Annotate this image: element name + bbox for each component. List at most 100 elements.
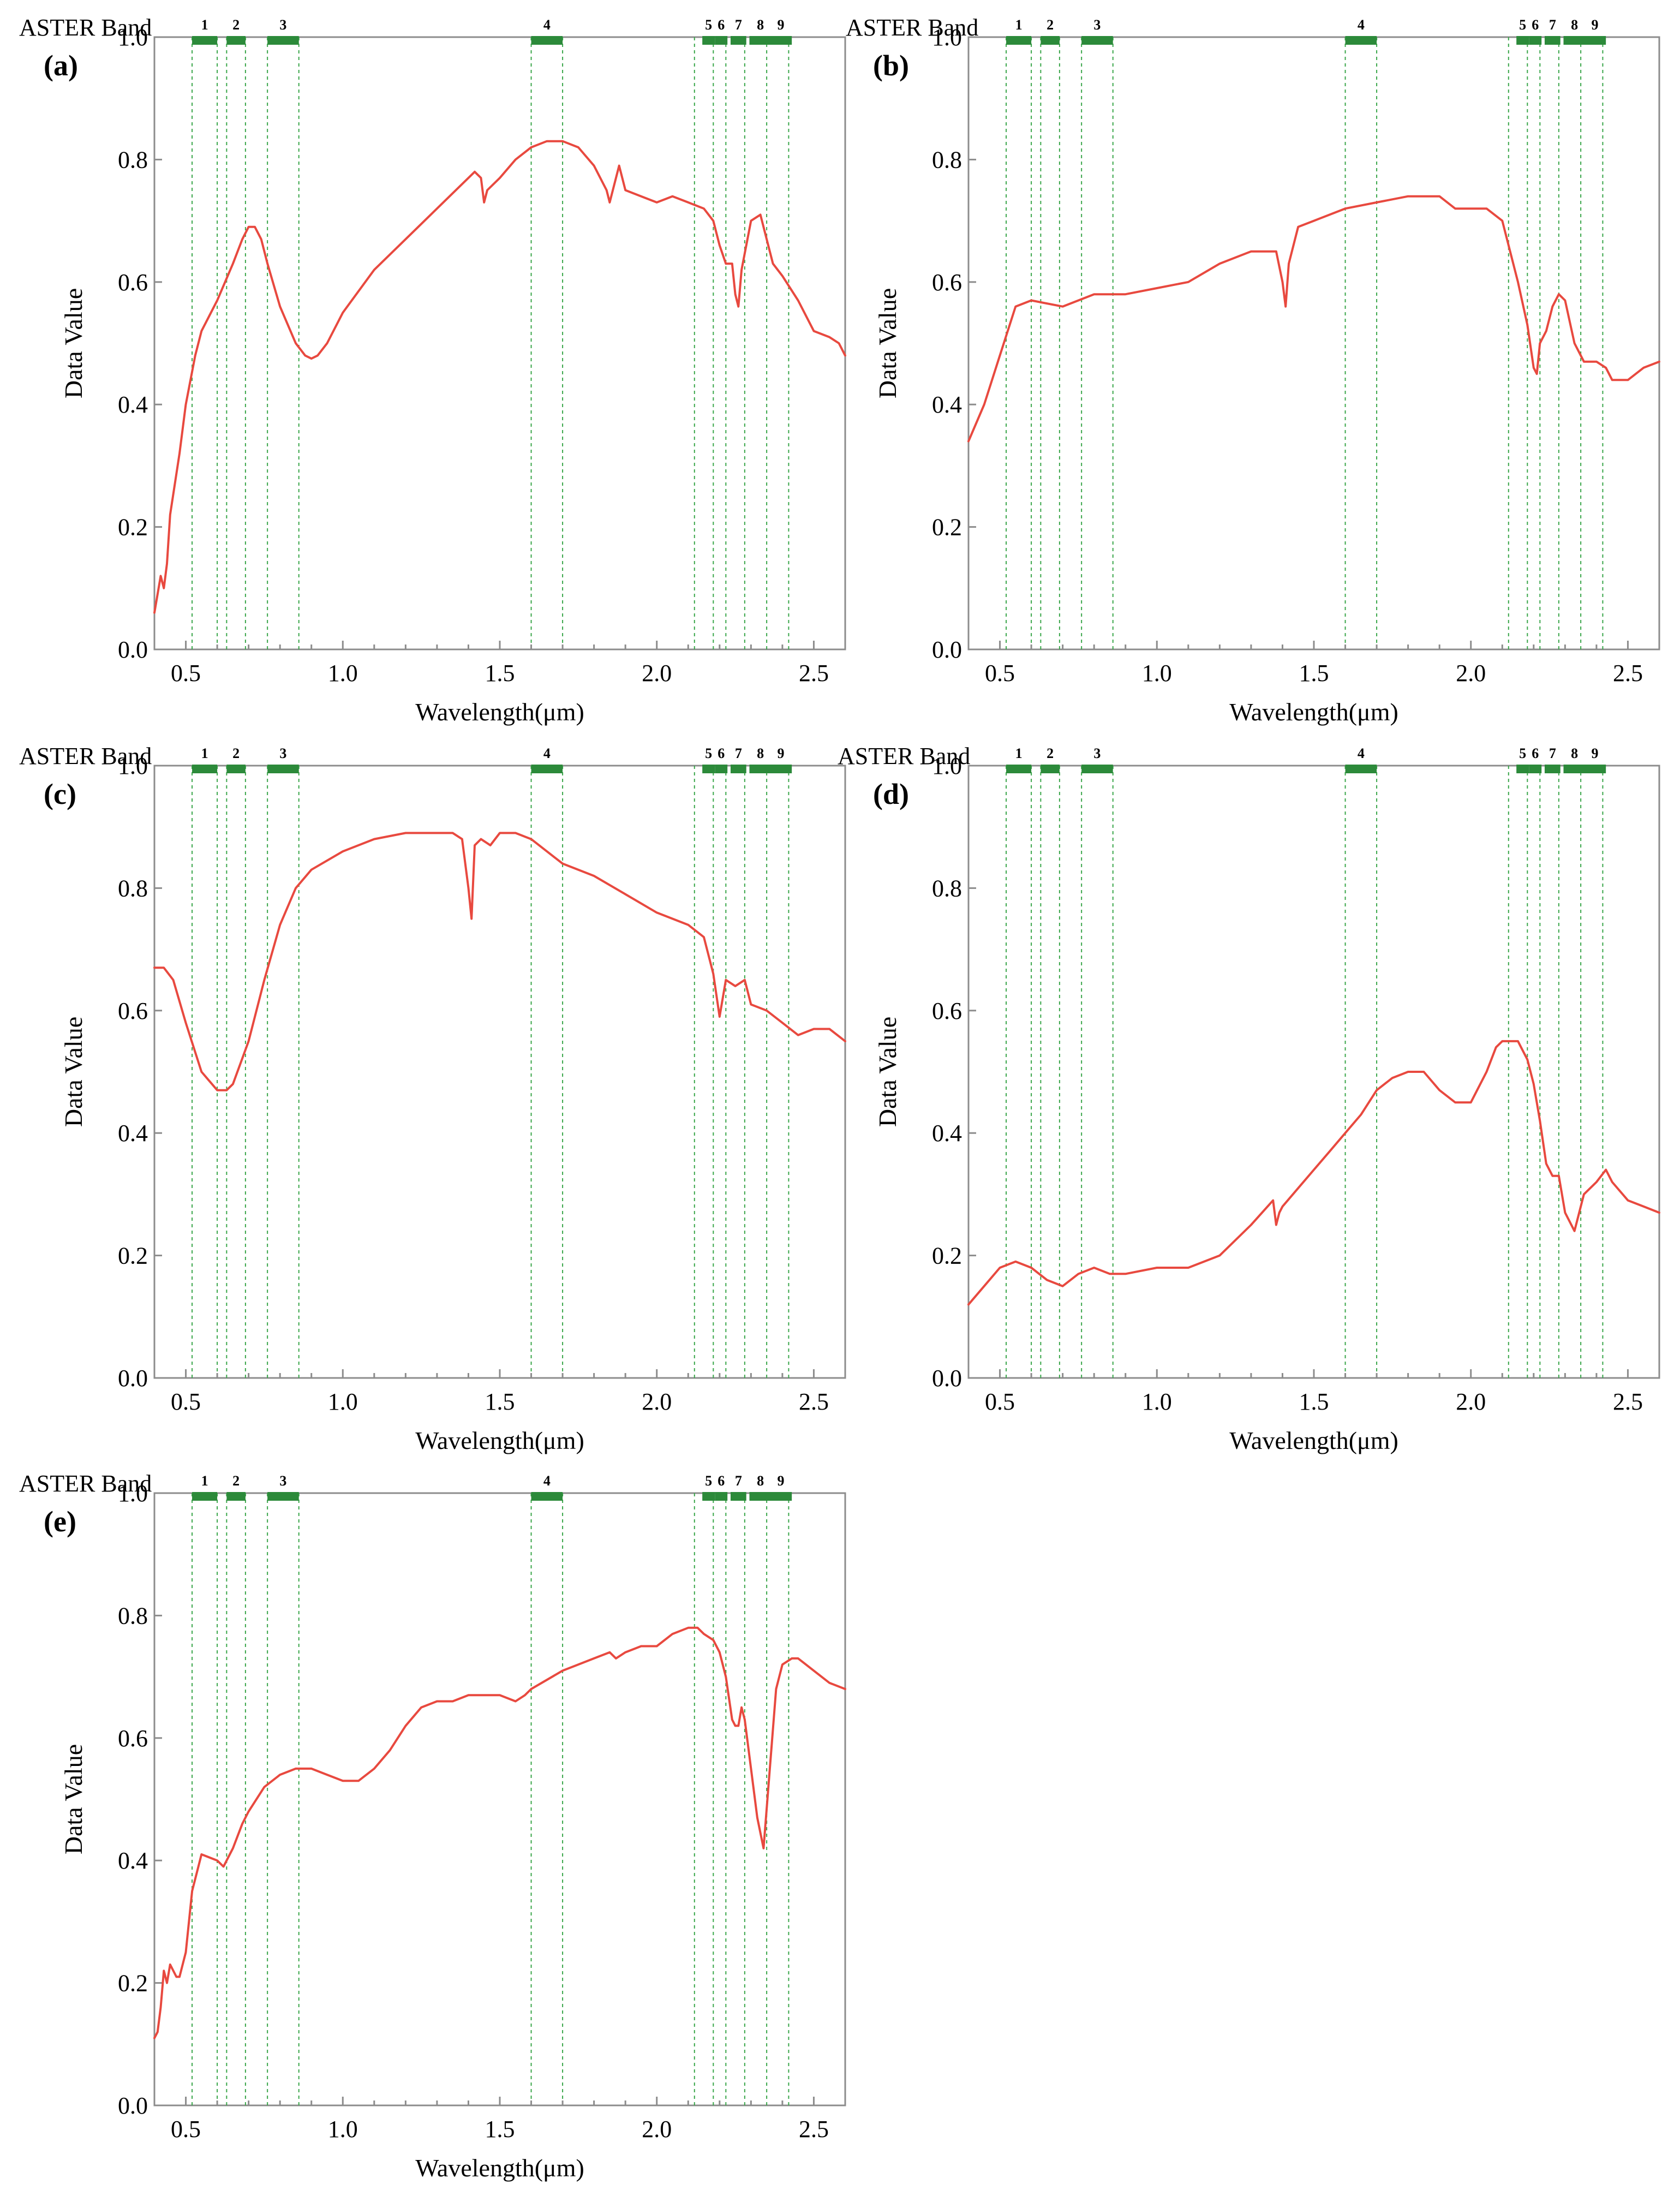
spectrum-line: [153, 140, 846, 614]
y-tick-label: 0.4: [932, 391, 962, 418]
x-tick-label: 2.5: [799, 660, 829, 687]
x-tick-label: 2.5: [799, 1388, 829, 1415]
aster-band-bar: [1516, 765, 1529, 773]
aster-band-title: ASTER Band: [19, 14, 152, 41]
plot-frame: [967, 36, 1660, 651]
aster-band-number: 1: [201, 1473, 208, 1489]
aster-band-bar: [715, 36, 728, 45]
y-tick-label: 0.4: [932, 1120, 962, 1147]
aster-band-number: 1: [201, 745, 208, 761]
aster-band-number: 5: [705, 745, 712, 761]
aster-band-number: 5: [1519, 17, 1526, 33]
aster-band-number: 2: [232, 17, 240, 33]
y-axis-title: Data Value: [874, 1017, 901, 1127]
aster-band-number: 6: [718, 17, 725, 33]
aster-band-number: 2: [1047, 745, 1054, 761]
x-tick-label: 1.0: [328, 2116, 358, 2143]
aster-band-bar: [226, 765, 246, 773]
aster-band-number: 2: [232, 745, 240, 761]
x-axis-title: Wavelength(μm): [415, 2154, 584, 2182]
aster-band-number: 6: [1532, 745, 1539, 761]
chart-panel: 0.0 0.2 0.4 0.6 0.8 1.0 0.5 1.0 1.5 2.0 2.5 Wavelen…: [838, 743, 1660, 1454]
y-tick-label: 0.2: [118, 514, 148, 541]
chart-panel: 0.0 0.2 0.4 0.6 0.8 1.0 0.5 1.0 1.5 2.0 2.5 Wavelen…: [19, 1470, 846, 2182]
aster-band-title: ASTER Band: [19, 1470, 152, 1497]
aster-band-bar: [1544, 765, 1561, 773]
y-tick-label: 0.2: [118, 1970, 148, 1997]
aster-band-bar: [1041, 36, 1060, 45]
aster-band-bar: [749, 765, 772, 773]
aster-band-number: 8: [757, 745, 764, 761]
aster-band-bar: [1583, 36, 1606, 45]
y-tick-label: 0.8: [932, 875, 962, 902]
aster-band-number: 6: [1532, 17, 1539, 33]
aster-band-bar: [267, 1492, 299, 1501]
x-tick-label: 1.5: [485, 1388, 515, 1415]
aster-band-bar: [769, 36, 792, 45]
y-tick-label: 1.0: [118, 24, 148, 51]
aster-band-bar: [1563, 765, 1586, 773]
aster-band-number: 1: [1015, 17, 1023, 33]
x-tick-label: 1.0: [1142, 660, 1172, 687]
aster-band-bar: [769, 765, 792, 773]
x-tick-label: 2.0: [1456, 660, 1486, 687]
aster-band-bar: [715, 765, 728, 773]
aster-band-number: 1: [201, 17, 208, 33]
chart-panel: 0.0 0.2 0.4 0.6 0.8 1.0 0.5 1.0 1.5 2.0 2.5 Wavelen…: [19, 14, 846, 726]
spectrum-line: [967, 195, 1660, 443]
y-tick-label: 0.2: [932, 514, 962, 541]
aster-band-number: 8: [757, 1473, 764, 1489]
aster-band-title: ASTER Band: [846, 14, 978, 41]
aster-band-number: 9: [1592, 745, 1599, 761]
y-tick-label: 0.4: [118, 1847, 148, 1874]
aster-band-bar: [730, 36, 746, 45]
plot-frame: [153, 765, 846, 1379]
panel-label: (b): [873, 49, 909, 82]
y-tick-label: 1.0: [932, 753, 962, 779]
aster-band-number: 4: [1358, 745, 1365, 761]
y-tick-label: 0.8: [118, 1602, 148, 1629]
aster-band-bar: [1516, 36, 1529, 45]
aster-band-number: 9: [778, 745, 785, 761]
aster-band-bar: [715, 1492, 728, 1501]
x-tick-label: 2.0: [642, 2116, 672, 2143]
aster-band-bar: [226, 1492, 246, 1501]
aster-band-number: 7: [735, 745, 742, 761]
y-tick-label: 0.4: [118, 391, 148, 418]
aster-band-title: ASTER Band: [838, 743, 970, 769]
aster-band-bar: [267, 765, 299, 773]
panel-label: (c): [44, 778, 76, 810]
y-tick-label: 0.6: [118, 998, 148, 1024]
plot-frame: [153, 1492, 846, 2106]
aster-band-bar: [749, 1492, 772, 1501]
aster-band-bar: [267, 36, 299, 45]
x-tick-label: 1.0: [1142, 1388, 1172, 1415]
aster-band-bar: [192, 1492, 218, 1501]
aster-band-bar: [730, 765, 746, 773]
aster-band-number: 8: [1571, 745, 1578, 761]
aster-band-bar: [702, 765, 715, 773]
aster-band-bar: [1563, 36, 1586, 45]
panel-label: (e): [44, 1505, 76, 1538]
y-tick-label: 0.8: [932, 146, 962, 173]
x-tick-label: 2.0: [642, 660, 672, 687]
aster-band-title: ASTER Band: [19, 743, 152, 769]
x-tick-label: 2.5: [799, 2116, 829, 2143]
aster-band-number: 4: [543, 745, 551, 761]
x-tick-label: 0.5: [171, 2116, 201, 2143]
aster-band-bar: [531, 765, 563, 773]
aster-band-bar: [192, 765, 218, 773]
aster-band-number: 4: [543, 1473, 551, 1489]
aster-band-number: 8: [1571, 17, 1578, 33]
plot-frame: [967, 765, 1660, 1379]
aster-band-number: 2: [232, 1473, 240, 1489]
y-axis-title: Data Value: [59, 1744, 87, 1854]
x-tick-label: 0.5: [985, 660, 1015, 687]
aster-band-bar: [1529, 765, 1542, 773]
aster-band-number: 3: [279, 1473, 286, 1489]
aster-band-number: 9: [778, 1473, 785, 1489]
x-tick-label: 2.5: [1613, 1388, 1643, 1415]
y-tick-label: 1.0: [932, 24, 962, 51]
aster-band-bar: [730, 1492, 746, 1501]
panel-label: (a): [44, 49, 78, 82]
